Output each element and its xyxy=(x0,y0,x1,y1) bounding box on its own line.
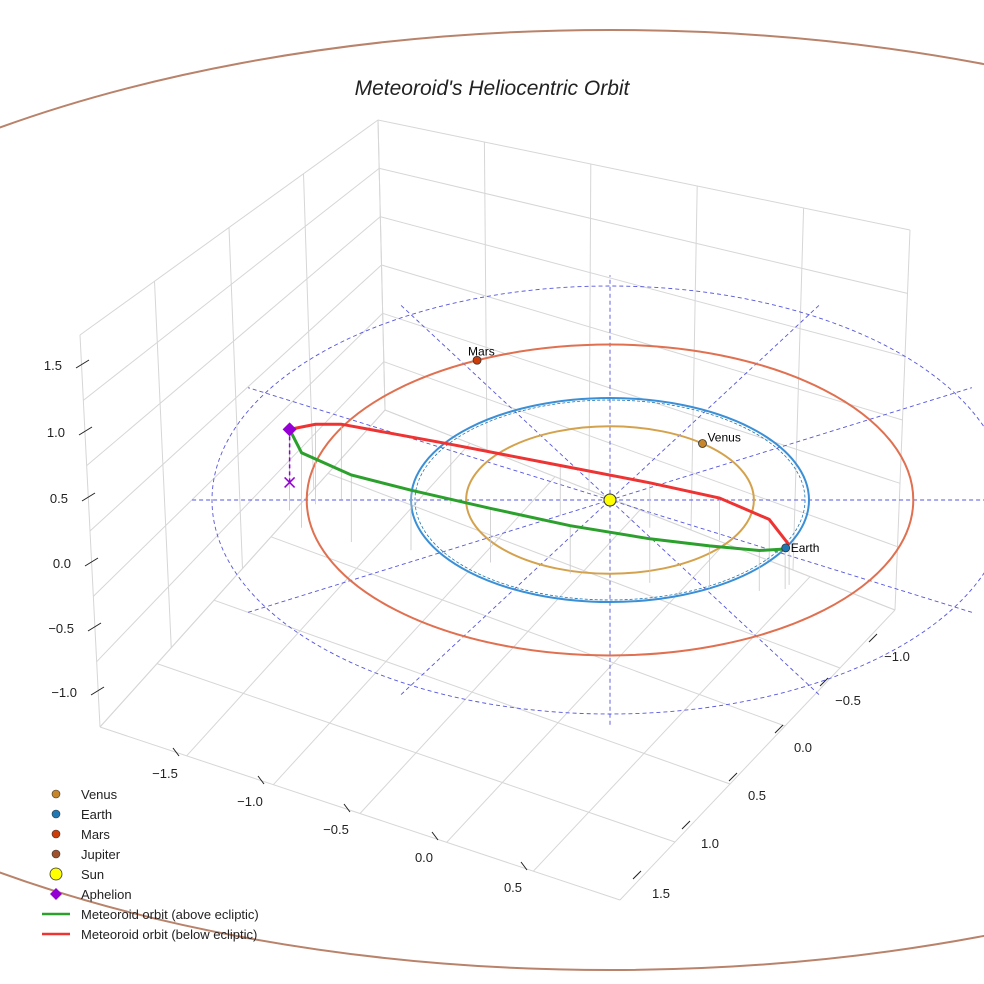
y-tick xyxy=(632,870,642,880)
y-tick-label: −1.0 xyxy=(884,649,910,664)
x-tick-label: −0.5 xyxy=(323,822,349,837)
left-wall-gridline xyxy=(86,216,381,467)
x-tick xyxy=(520,861,528,871)
floor-gridline xyxy=(272,476,556,786)
y-tick-label: 1.0 xyxy=(701,836,719,851)
legend-label: Meteoroid orbit (above ecliptic) xyxy=(81,907,259,922)
legend-item: Aphelion xyxy=(50,887,132,902)
z-tick-label: 1.0 xyxy=(47,425,65,440)
earth-orbit-dashed xyxy=(414,399,806,601)
legend-aphelion-marker xyxy=(50,888,62,900)
y-tick-label: −0.5 xyxy=(835,693,861,708)
z-tick xyxy=(87,622,102,632)
back-wall-gridline xyxy=(381,264,903,421)
earth-marker xyxy=(781,543,791,553)
jupiter-orbit xyxy=(0,29,984,971)
venus-orbit xyxy=(465,425,755,575)
mars-label: Mars xyxy=(468,344,495,358)
legend-label: Mars xyxy=(81,827,110,842)
legend-label: Aphelion xyxy=(81,887,132,902)
legend-label: Earth xyxy=(81,807,112,822)
x-tick-label: 0.5 xyxy=(504,880,522,895)
back-wall-gridline xyxy=(377,119,911,231)
z-tick-label: −1.0 xyxy=(51,685,77,700)
floor-gridline xyxy=(446,542,726,843)
left-wall-gridline xyxy=(89,264,382,532)
legend-label: Meteoroid orbit (below ecliptic) xyxy=(81,927,257,942)
y-tick-label: 1.5 xyxy=(652,886,670,901)
left-wall-gridline xyxy=(79,119,379,336)
earth-label: Earth xyxy=(791,541,820,555)
sun-marker xyxy=(603,493,617,507)
y-tick-label: 0.5 xyxy=(748,788,766,803)
mars-marker xyxy=(472,355,482,365)
x-tick-label: −1.0 xyxy=(237,794,263,809)
y-tick xyxy=(819,677,829,687)
legend-mars-marker xyxy=(51,829,61,839)
legend-item: Sun xyxy=(49,867,104,882)
z-tick xyxy=(90,686,105,696)
legend-item: Mars xyxy=(51,827,110,842)
x-tick xyxy=(257,775,265,785)
aphelion-projection-x xyxy=(284,476,296,488)
z-tick xyxy=(84,557,99,567)
z-tick-label: 1.5 xyxy=(44,358,62,373)
venus-label: Venus xyxy=(707,431,740,445)
floor-gridline xyxy=(619,609,896,901)
legend-label: Jupiter xyxy=(81,847,121,862)
venus-marker xyxy=(698,439,707,448)
floor-gridline xyxy=(99,409,386,728)
floor-gridline xyxy=(359,509,641,814)
legend-earth-marker xyxy=(51,809,61,819)
axes-grid xyxy=(79,119,911,901)
left-wall-gridline xyxy=(96,361,385,663)
aphelion-marker xyxy=(282,422,297,437)
x-tick xyxy=(431,831,439,841)
back-wall-gridline xyxy=(379,167,908,294)
y-tick xyxy=(868,633,878,643)
tick-labels: 1.5 1.0 0.5 0.0 −0.5 −1.0 −1.5 −1.0 −0.5 0.0 0.5 −1… xyxy=(44,358,910,901)
left-wall-gridline xyxy=(83,167,380,401)
legend-item: Venus xyxy=(51,787,118,802)
z-tick xyxy=(75,359,90,369)
chart-title: Meteoroid's Heliocentric Orbit xyxy=(355,77,631,100)
z-tick xyxy=(81,492,96,502)
legend-label: Sun xyxy=(81,867,104,882)
x-tick-label: 0.0 xyxy=(415,850,433,865)
legend-venus-marker xyxy=(51,789,61,799)
x-tick xyxy=(172,747,180,757)
back-wall-gridline xyxy=(383,361,898,548)
legend-item: Jupiter xyxy=(51,847,121,862)
legend: Venus Earth Mars Jupiter Sun Aphelion Meteoroi… xyxy=(42,787,259,942)
y-tick xyxy=(728,772,738,782)
y-tick xyxy=(774,724,784,734)
y-tick-label: 0.0 xyxy=(794,740,812,755)
meteoroid-orbit-below xyxy=(289,422,791,546)
legend-item: Earth xyxy=(51,807,112,822)
legend-item: Meteoroid orbit (below ecliptic) xyxy=(42,927,257,942)
y-tick xyxy=(681,820,691,830)
left-wall-gridline xyxy=(92,312,384,597)
z-tick xyxy=(78,426,93,436)
meteoroid-orbit-above xyxy=(288,428,786,553)
mars-orbit xyxy=(305,343,915,657)
legend-item: Meteoroid orbit (above ecliptic) xyxy=(42,907,259,922)
x-tick xyxy=(343,803,351,813)
floor-gridline xyxy=(186,442,471,757)
legend-sun-marker xyxy=(49,867,63,881)
floor-gridline xyxy=(532,576,811,872)
z-tick-label: −0.5 xyxy=(48,621,74,636)
z-tick-label: 0.0 xyxy=(53,556,71,571)
z-tick-label: 0.5 xyxy=(50,491,68,506)
x-tick-label: −1.5 xyxy=(152,766,178,781)
legend-label: Venus xyxy=(81,787,118,802)
legend-jupiter-marker xyxy=(51,849,61,859)
plot-marks: Venus Earth Mars xyxy=(0,29,984,971)
